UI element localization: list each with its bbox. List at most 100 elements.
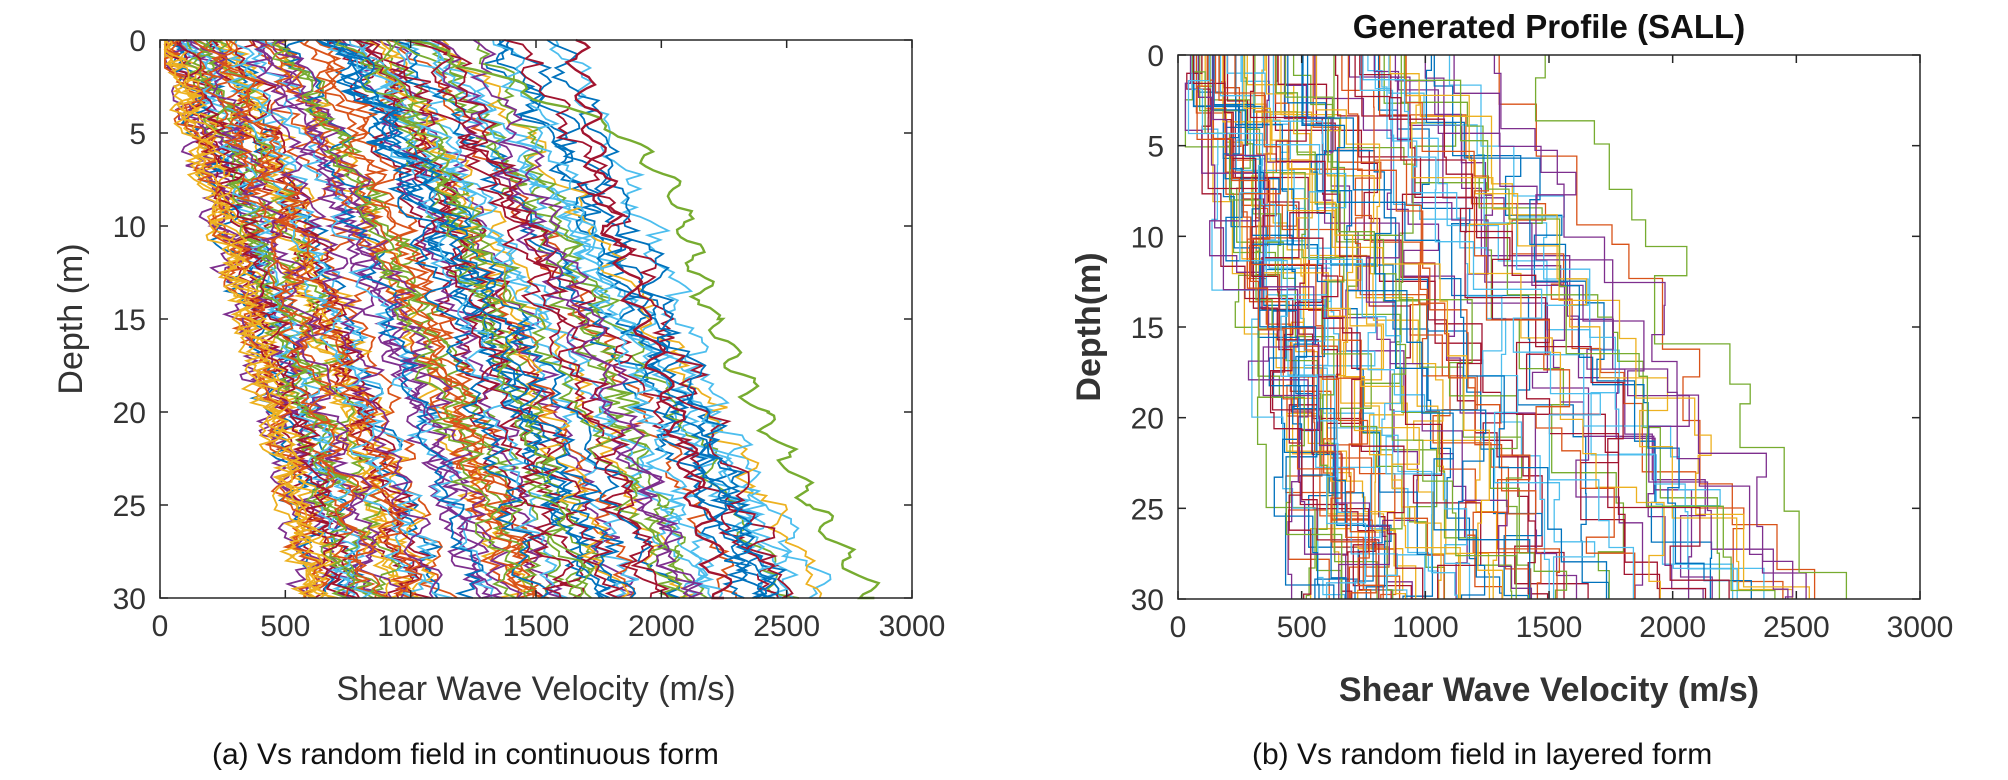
profile-line-a bbox=[272, 39, 524, 599]
profile-line-b bbox=[1377, 55, 1610, 599]
profile-line-b bbox=[1187, 55, 1367, 599]
series-group-a bbox=[163, 38, 881, 600]
profile-line-b bbox=[1235, 55, 1434, 599]
y-tick-label-a: 25 bbox=[113, 490, 146, 523]
profile-line-b bbox=[1433, 55, 1713, 599]
y-tick-label-b: 5 bbox=[1147, 131, 1164, 164]
y-tick-label-b: 15 bbox=[1131, 312, 1164, 345]
profile-line-b bbox=[1354, 55, 1730, 599]
profile-line-b bbox=[1362, 55, 1635, 599]
profile-line-a bbox=[326, 39, 550, 599]
x-tick-label-b: 0 bbox=[1170, 611, 1187, 644]
profile-line-b bbox=[1292, 55, 1530, 599]
ticks-b: 0 500 1000 1500 2000 2500 3000 0 5 10 15 20 25 30 bbox=[1131, 40, 1954, 644]
profile-line-b bbox=[1424, 55, 1789, 599]
x-tick-label-b: 1500 bbox=[1516, 611, 1583, 644]
y-axis-label-a: Depth (m) bbox=[52, 243, 90, 394]
profile-line-a bbox=[224, 39, 427, 599]
profile-line-b bbox=[1301, 55, 1608, 599]
x-tick-label-b: 1000 bbox=[1392, 611, 1459, 644]
profile-line-a bbox=[192, 39, 391, 599]
y-tick-label-a: 0 bbox=[129, 25, 146, 58]
y-tick-label-a: 10 bbox=[113, 211, 146, 244]
x-tick-label-a: 3000 bbox=[879, 610, 946, 643]
profile-line-a bbox=[469, 39, 704, 599]
profile-line-b bbox=[1253, 55, 1471, 599]
profile-line-b bbox=[1197, 55, 1347, 599]
profile-line-b bbox=[1333, 55, 1568, 599]
y-tick-label-a: 15 bbox=[113, 304, 146, 337]
profile-line-b bbox=[1347, 55, 1537, 599]
y-tick-label-b: 0 bbox=[1147, 40, 1164, 73]
profile-line-a bbox=[272, 39, 503, 599]
profile-line-a bbox=[436, 39, 823, 599]
profile-line-b bbox=[1405, 55, 1636, 599]
x-tick-label-a: 1500 bbox=[503, 610, 570, 643]
profile-line-b bbox=[1284, 55, 1517, 599]
x-tick-label-b: 2000 bbox=[1639, 611, 1706, 644]
x-tick-label-b: 2500 bbox=[1763, 611, 1830, 644]
profile-line-a bbox=[323, 39, 681, 599]
profile-line-a bbox=[335, 39, 689, 599]
profile-line-b bbox=[1359, 55, 1596, 599]
x-axis-label-a: Shear Wave Velocity (m/s) bbox=[336, 670, 735, 708]
profile-line-b bbox=[1314, 55, 1578, 599]
profile-line-a bbox=[167, 39, 333, 599]
profile-line-b bbox=[1341, 55, 1561, 599]
profile-line-b bbox=[1249, 55, 1424, 599]
profile-line-b bbox=[1389, 55, 1665, 599]
x-tick-label-b: 500 bbox=[1277, 611, 1327, 644]
profile-line-b bbox=[1219, 55, 1398, 599]
profile-line-b bbox=[1234, 55, 1412, 599]
profile-line-a bbox=[504, 39, 794, 599]
y-tick-label-a: 5 bbox=[129, 118, 146, 151]
profile-line-a bbox=[476, 39, 681, 599]
profile-line-b bbox=[1403, 55, 1776, 599]
profile-line-b bbox=[1212, 55, 1390, 599]
caption-a: (a) Vs random field in continuous form bbox=[212, 738, 719, 771]
x-axis-label-b: Shear Wave Velocity (m/s) bbox=[1339, 671, 1759, 709]
profile-line-b bbox=[1498, 55, 1816, 599]
profile-line-a bbox=[366, 39, 701, 599]
profile-line-b bbox=[1214, 55, 1384, 599]
profile-line-b bbox=[1534, 55, 1848, 599]
x-tick-label-a: 0 bbox=[152, 610, 169, 643]
profile-line-a bbox=[484, 39, 788, 599]
profile-line-b bbox=[1334, 55, 1549, 599]
y-tick-label-a: 30 bbox=[113, 583, 146, 616]
profile-line-b bbox=[1373, 55, 1704, 599]
x-tick-label-b: 3000 bbox=[1887, 611, 1954, 644]
highlighted-profile-a bbox=[407, 38, 881, 600]
profile-line-a bbox=[316, 39, 637, 599]
profile-line-a bbox=[164, 39, 329, 599]
y-tick-label-b: 20 bbox=[1131, 403, 1164, 436]
y-axis-label-b: Depth(m) bbox=[1070, 252, 1108, 401]
profile-line-a bbox=[164, 40, 332, 599]
y-tick-label-b: 25 bbox=[1131, 493, 1164, 526]
profile-line-b bbox=[1184, 55, 1309, 599]
profile-line-b bbox=[1252, 55, 1442, 599]
profile-line-b bbox=[1284, 55, 1533, 599]
profile-line-b bbox=[1493, 55, 1794, 599]
profile-line-a bbox=[430, 39, 670, 599]
y-tick-label-b: 10 bbox=[1131, 221, 1164, 254]
profile-line-a bbox=[546, 39, 777, 599]
y-tick-label-b: 30 bbox=[1131, 584, 1164, 617]
x-tick-label-a: 2500 bbox=[753, 610, 820, 643]
profile-line-b bbox=[1383, 55, 1625, 599]
profile-line-b bbox=[1196, 55, 1372, 599]
profile-line-b bbox=[1315, 55, 1504, 599]
profile-line-a bbox=[271, 39, 523, 599]
series-group-b bbox=[1184, 55, 1848, 599]
ticks-a: 0 500 1000 1500 2000 2500 3000 0 5 10 15 20 25 30 bbox=[113, 25, 946, 643]
profile-line-a bbox=[341, 39, 564, 599]
profile-line-b bbox=[1378, 55, 1784, 599]
profile-line-b bbox=[1206, 55, 1377, 599]
chart-panel-b: 0 500 1000 1500 2000 2500 3000 0 5 10 15 20 25 30 Gen… bbox=[1070, 8, 1953, 709]
highlighted-profile-a bbox=[564, 38, 733, 600]
profile-line-b bbox=[1425, 55, 1752, 599]
x-tick-label-a: 1000 bbox=[377, 610, 444, 643]
profile-line-a bbox=[184, 39, 355, 599]
profile-line-b bbox=[1359, 55, 1661, 599]
